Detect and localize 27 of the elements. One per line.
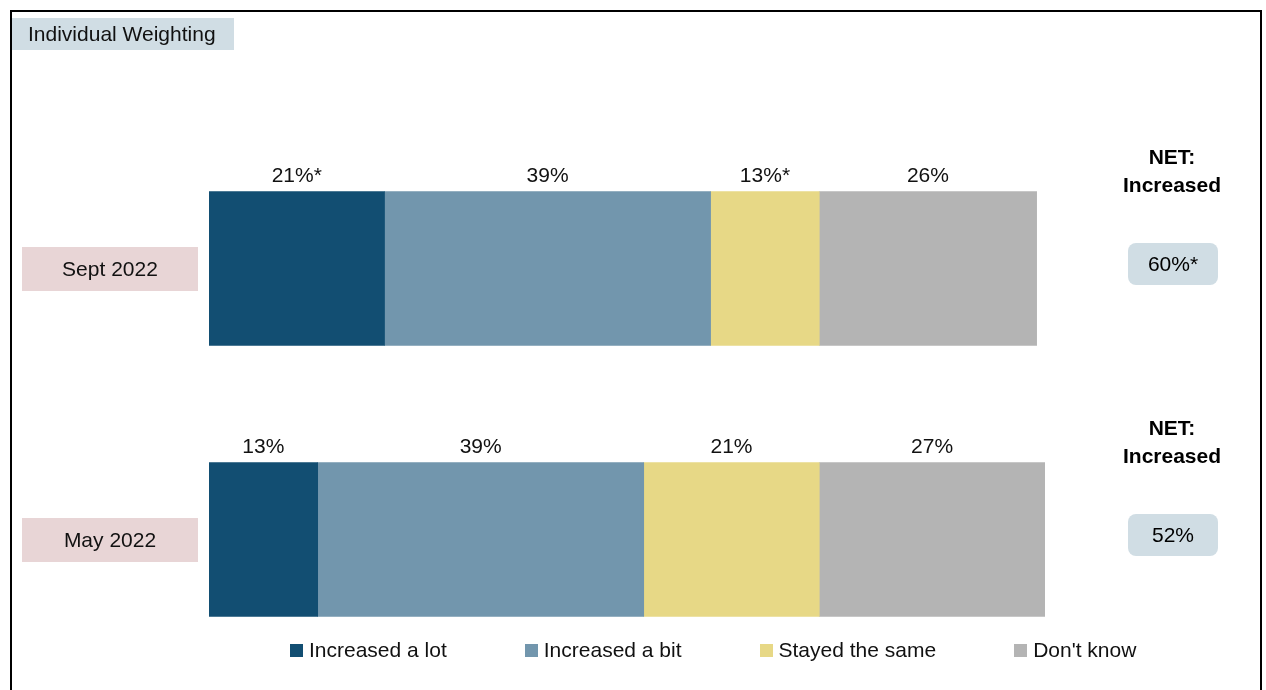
y-tick-label: Sept 2022 <box>22 246 198 291</box>
data-label: 26% <box>906 162 949 186</box>
text: NET: Increased <box>1121 414 1223 469</box>
legend-label: Increased a bit <box>542 638 682 662</box>
legend-label: Increased a lot <box>308 638 447 662</box>
bar <box>209 462 319 617</box>
y-tick-label: May 2022 <box>22 517 198 562</box>
bar <box>317 462 645 617</box>
bar <box>209 191 385 346</box>
bar <box>710 191 820 346</box>
bar <box>818 191 1037 346</box>
text: NET: Increased <box>1121 143 1223 198</box>
data-label: 27% <box>911 433 954 457</box>
legend-label: Stayed the same <box>777 638 937 662</box>
text: 52% <box>1128 513 1218 556</box>
text: 60%* <box>1128 242 1218 285</box>
data-label: 13% <box>242 433 285 457</box>
legend-label: Don't know <box>1032 638 1137 662</box>
data-label: 21% <box>710 433 753 457</box>
data-label: 39% <box>526 162 569 186</box>
bar <box>818 462 1045 617</box>
data-label: 13%* <box>739 162 791 186</box>
chart-title: Individual Weighting <box>12 18 234 50</box>
data-label: 39% <box>459 433 502 457</box>
data-label: 21%* <box>271 162 322 186</box>
bar <box>643 462 820 617</box>
bar <box>384 191 711 346</box>
